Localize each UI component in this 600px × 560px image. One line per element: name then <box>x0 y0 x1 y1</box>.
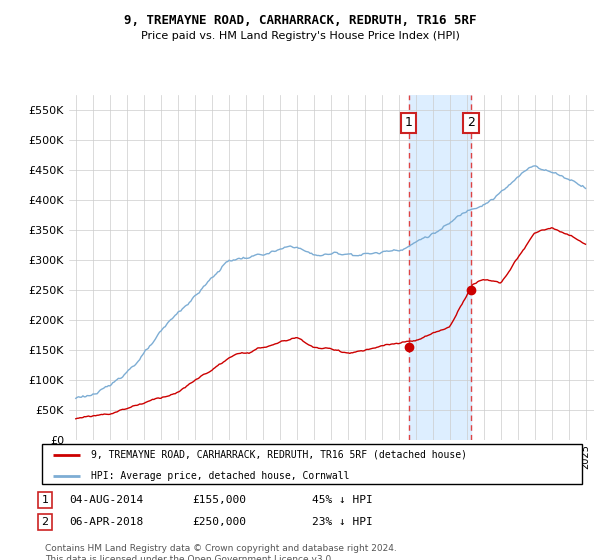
Text: 04-AUG-2014: 04-AUG-2014 <box>69 495 143 505</box>
Text: 9, TREMAYNE ROAD, CARHARRACK, REDRUTH, TR16 5RF (detached house): 9, TREMAYNE ROAD, CARHARRACK, REDRUTH, T… <box>91 450 467 460</box>
Text: Contains HM Land Registry data © Crown copyright and database right 2024.
This d: Contains HM Land Registry data © Crown c… <box>45 544 397 560</box>
FancyBboxPatch shape <box>42 444 582 484</box>
Text: 23% ↓ HPI: 23% ↓ HPI <box>312 517 373 527</box>
Text: £155,000: £155,000 <box>192 495 246 505</box>
Text: 45% ↓ HPI: 45% ↓ HPI <box>312 495 373 505</box>
Bar <box>409 95 471 440</box>
Text: 1: 1 <box>405 116 413 129</box>
Text: Price paid vs. HM Land Registry's House Price Index (HPI): Price paid vs. HM Land Registry's House … <box>140 31 460 41</box>
Text: 2: 2 <box>467 116 475 129</box>
Text: 9, TREMAYNE ROAD, CARHARRACK, REDRUTH, TR16 5RF: 9, TREMAYNE ROAD, CARHARRACK, REDRUTH, T… <box>124 14 476 27</box>
Text: £250,000: £250,000 <box>192 517 246 527</box>
Text: 2: 2 <box>41 517 49 527</box>
Text: HPI: Average price, detached house, Cornwall: HPI: Average price, detached house, Corn… <box>91 470 349 480</box>
Text: 06-APR-2018: 06-APR-2018 <box>69 517 143 527</box>
Text: 1: 1 <box>41 495 49 505</box>
